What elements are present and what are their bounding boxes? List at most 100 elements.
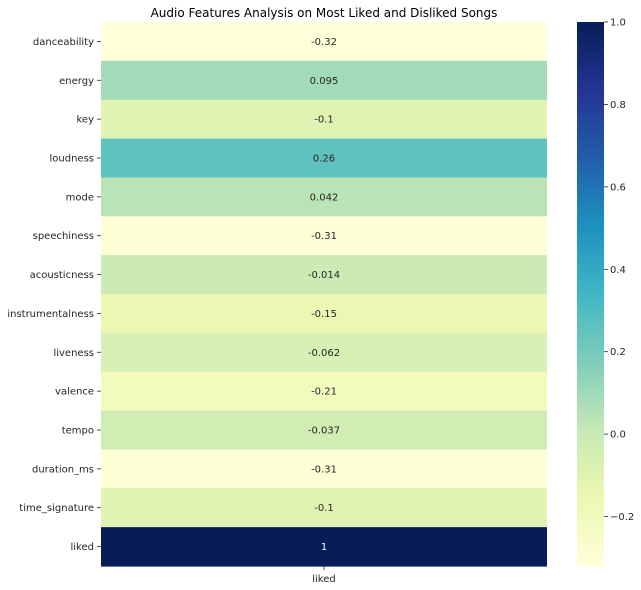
colorbar-segment xyxy=(577,81,604,86)
row-label: acousticness xyxy=(30,270,94,281)
colorbar-segment xyxy=(577,419,604,423)
colorbar-segment xyxy=(577,49,604,53)
colorbar-segment xyxy=(577,144,604,148)
row-label: duration_ms xyxy=(32,464,94,475)
colorbar-segment xyxy=(577,193,604,197)
colorbar-segment xyxy=(577,522,604,526)
colorbar-segment xyxy=(577,481,604,485)
colorbar-segment xyxy=(577,245,604,249)
cell-value-label: -0.1 xyxy=(314,115,334,126)
colorbar-segment xyxy=(577,177,604,181)
colorbar-tick-label: 0.6 xyxy=(610,182,626,193)
heatmap-cell xyxy=(101,332,547,373)
colorbar-segment xyxy=(577,114,604,118)
colorbar-segment xyxy=(577,166,604,170)
colorbar-segment xyxy=(577,280,604,284)
colorbar-segment xyxy=(577,220,604,224)
colorbar-segment xyxy=(577,76,604,80)
row-label: energy xyxy=(59,76,94,87)
colorbar-segment xyxy=(577,100,604,105)
colorbar-segment xyxy=(577,264,604,268)
colorbar-segment xyxy=(577,226,604,230)
colorbar-segment xyxy=(577,473,604,477)
row-label: liveness xyxy=(53,348,94,359)
colorbar-segment xyxy=(577,337,604,341)
column-label: liked xyxy=(312,574,336,585)
colorbar-segment xyxy=(577,353,604,358)
colorbar-segment xyxy=(577,60,604,64)
colorbar-segment xyxy=(577,231,604,235)
colorbar-segment xyxy=(577,334,604,339)
colorbar-segment xyxy=(577,179,604,183)
colorbar-segment xyxy=(577,391,604,396)
colorbar-segment xyxy=(577,41,604,45)
colorbar-segment xyxy=(577,266,604,271)
colorbar-segment xyxy=(577,272,604,276)
colorbar-segment xyxy=(577,32,604,37)
colorbar-segment xyxy=(577,318,604,322)
colorbar-segment xyxy=(577,217,604,222)
colorbar-segment xyxy=(577,454,604,458)
colorbar-segment xyxy=(577,364,604,368)
colorbar-segment xyxy=(577,386,604,390)
colorbar-segment xyxy=(577,187,604,192)
colorbar-segment xyxy=(577,269,604,273)
colorbar-segment xyxy=(577,552,604,556)
colorbar-segment xyxy=(577,250,604,254)
colorbar-segment xyxy=(577,362,604,366)
colorbar-segment xyxy=(577,424,604,428)
heatmap-cell xyxy=(101,99,547,140)
colorbar-segment xyxy=(577,247,604,251)
colorbar-segment xyxy=(577,133,604,137)
colorbar-segment xyxy=(577,359,604,363)
colorbar-segment xyxy=(577,212,604,216)
colorbar-segment xyxy=(577,533,604,537)
colorbar-segment xyxy=(577,356,604,360)
colorbar-segment xyxy=(577,209,604,213)
colorbar-segment xyxy=(577,185,604,189)
colorbar-segment xyxy=(577,299,604,303)
cell-value-label: 0.095 xyxy=(310,76,339,87)
row-label: key xyxy=(76,115,94,126)
colorbar-segment xyxy=(577,557,604,562)
colorbar-segment xyxy=(577,560,604,564)
colorbar: −0.2 0.0 0.2 0.4 0.6 0.8 1.0 xyxy=(577,18,634,567)
colorbar-segment xyxy=(577,536,604,540)
chart-title: Audio Features Analysis on Most Liked an… xyxy=(151,6,498,20)
colorbar-segment xyxy=(577,413,604,417)
colorbar-segment xyxy=(577,206,604,211)
colorbar-segment xyxy=(577,435,604,439)
colorbar-segment xyxy=(577,242,604,246)
colorbar-segment xyxy=(577,546,604,551)
colorbar-segment xyxy=(577,122,604,126)
colorbar-segment xyxy=(577,152,604,156)
row-label: loudness xyxy=(50,154,95,165)
colorbar-segment xyxy=(577,549,604,553)
colorbar-segment xyxy=(577,70,604,75)
colorbar-segment xyxy=(577,223,604,227)
colorbar-segment xyxy=(577,147,604,151)
colorbar-segment xyxy=(577,427,604,431)
cell-value-label: 0.042 xyxy=(310,192,339,203)
colorbar-segment xyxy=(577,24,604,28)
heatmap-cell xyxy=(101,138,547,179)
colorbar-segment xyxy=(577,141,604,145)
colorbar-segment xyxy=(577,182,604,186)
colorbar-segment xyxy=(577,443,604,447)
colorbar-segment xyxy=(577,367,604,371)
heatmap-cell xyxy=(101,216,547,256)
colorbar-segment xyxy=(577,378,604,382)
colorbar-segment xyxy=(577,136,604,140)
cell-value-label: -0.014 xyxy=(308,270,340,281)
colorbar-segment xyxy=(577,370,604,374)
colorbar-segment xyxy=(577,511,604,515)
colorbar-segment xyxy=(577,119,604,124)
colorbar-segment xyxy=(577,155,604,159)
heatmap-cell xyxy=(101,255,547,295)
colorbar-segment xyxy=(577,449,604,453)
colorbar-segment xyxy=(577,484,604,488)
colorbar-segment xyxy=(577,79,604,83)
colorbar-segment xyxy=(577,394,604,398)
colorbar-segment xyxy=(577,201,604,205)
